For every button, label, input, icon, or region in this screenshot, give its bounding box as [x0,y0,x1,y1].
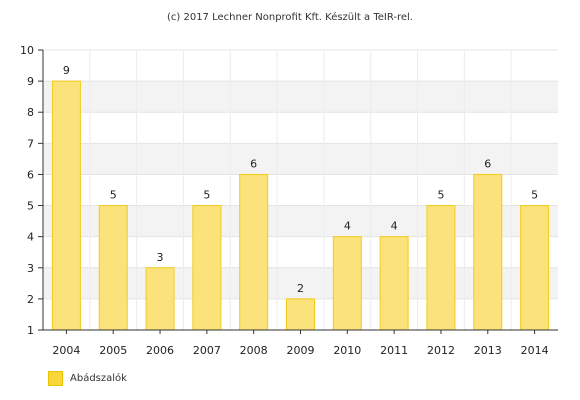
x-tick-label: 2007 [193,344,221,357]
y-tick-label: 4 [27,231,34,244]
x-tick-label: 2004 [52,344,80,357]
bar [51,80,81,331]
y-tick-label: 5 [27,200,34,213]
x-axis-ticks: 2004 2005 2006 2007 2008 2009 2010 2011 2012 2013… [52,330,549,357]
y-tick-label: 10 [20,44,34,57]
bar-value-label: 5 [203,189,210,202]
y-tick-label: 6 [27,168,34,181]
bar [379,236,409,331]
bar-value-label: 9 [63,64,70,77]
bar-value-label: 6 [484,157,491,170]
bar-value-label: 5 [437,189,444,202]
bar [98,205,128,331]
bar [145,267,175,331]
x-tick-label: 2014 [521,344,549,357]
bar [520,205,550,331]
y-tick-label: 3 [27,262,34,275]
legend[interactable]: Abádszalók [48,371,127,386]
bar [239,173,269,331]
bar-value-label: 6 [250,157,257,170]
background-bands [43,81,558,299]
grid-band [43,143,558,175]
legend-label: Abádszalók [70,373,127,384]
bar-value-label: 2 [297,282,304,295]
bar-value-label: 4 [344,220,351,233]
x-tick-label: 2008 [240,344,268,357]
x-tick-label: 2005 [99,344,127,357]
bars [51,80,550,331]
x-tick-label: 2009 [287,344,315,357]
bar-value-label: 5 [531,189,538,202]
grid-band [43,81,558,113]
x-tick-label: 2012 [427,344,455,357]
chart-credit: (c) 2017 Lechner Nonprofit Kft. Készült … [166,12,413,23]
bar [286,298,315,331]
y-tick-label: 8 [27,106,34,119]
bar-value-label: 3 [157,251,164,264]
y-tick-label: 2 [27,293,34,306]
y-tick-label: 1 [27,324,34,337]
bar [426,205,456,331]
bar [473,173,503,331]
bar [332,236,362,331]
grid-band [43,205,558,237]
bar-value-label: 5 [110,189,117,202]
bar [192,205,222,331]
bar-value-label: 4 [391,220,398,233]
x-tick-label: 2006 [146,344,174,357]
y-axis-ticks: 1 2 3 4 5 6 7 8 9 10 [20,44,43,337]
x-tick-label: 2010 [333,344,361,357]
x-tick-label: 2013 [474,344,502,357]
legend-swatch [48,371,63,386]
data-labels: 9 5 3 5 6 2 4 4 5 6 5 [63,64,538,295]
grid-band [43,267,558,299]
y-tick-label: 9 [27,75,34,88]
x-tick-label: 2011 [380,344,408,357]
y-tick-label: 7 [27,137,34,150]
